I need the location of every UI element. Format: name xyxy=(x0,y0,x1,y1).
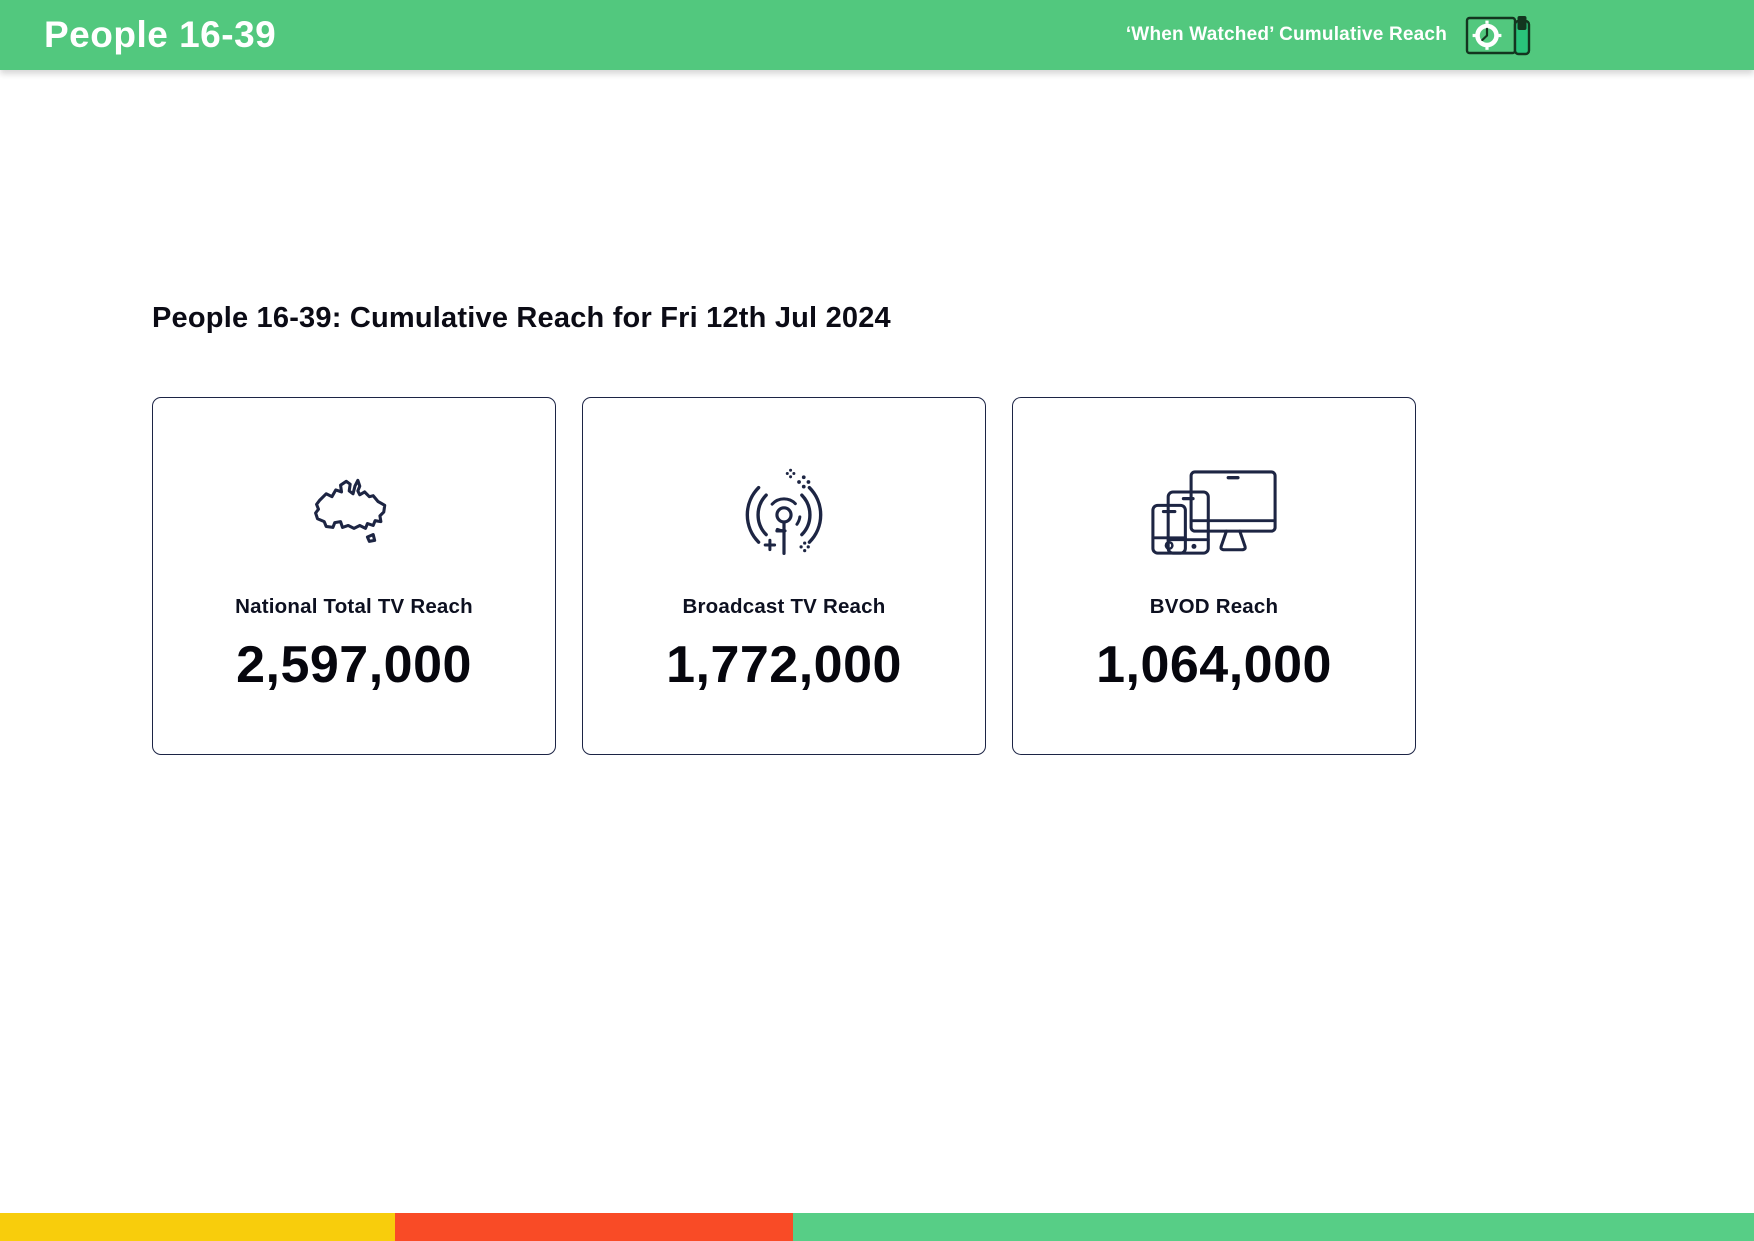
devices-icon xyxy=(1151,470,1277,555)
report-title: People 16-39 xyxy=(44,14,277,55)
section-title: People 16-39: Cumulative Reach for Fri 1… xyxy=(152,302,891,334)
stat-card-bvod-reach: BVOD Reach 1,064,000 xyxy=(1012,397,1416,755)
australia-map-icon xyxy=(314,478,387,543)
stat-label: National Total TV Reach xyxy=(235,595,473,618)
stat-cards: National Total TV Reach 2,597,000 xyxy=(152,397,1416,755)
footer-bar-segment-red xyxy=(394,1213,793,1241)
top-bar: People 16-39 ‘When Watched’ Cumulative R… xyxy=(0,0,1754,70)
broadcast-antenna-icon xyxy=(745,468,823,556)
footer-bar-segment-yellow xyxy=(0,1213,395,1241)
stat-value: 1,772,000 xyxy=(666,636,902,694)
footer-color-bar xyxy=(0,1213,1754,1241)
stat-card-national-total-tv-reach: National Total TV Reach 2,597,000 xyxy=(152,397,556,755)
top-bar-right: ‘When Watched’ Cumulative Reach xyxy=(1126,10,1532,60)
card-icon-wrap xyxy=(1151,467,1277,559)
report-subtitle: ‘When Watched’ Cumulative Reach xyxy=(1125,24,1447,45)
card-icon-wrap xyxy=(306,467,402,559)
footer-bar-segment-green xyxy=(792,1213,1754,1241)
stat-value: 2,597,000 xyxy=(236,636,472,694)
stat-label: Broadcast TV Reach xyxy=(682,595,886,618)
sparkle-dots xyxy=(785,468,811,553)
clock-device-logo-icon xyxy=(1465,16,1531,56)
stat-label: BVOD Reach xyxy=(1149,595,1279,618)
card-icon-wrap xyxy=(737,467,831,559)
stat-value: 1,064,000 xyxy=(1096,636,1332,694)
stat-card-broadcast-tv-reach: Broadcast TV Reach 1,772,000 xyxy=(582,397,986,755)
